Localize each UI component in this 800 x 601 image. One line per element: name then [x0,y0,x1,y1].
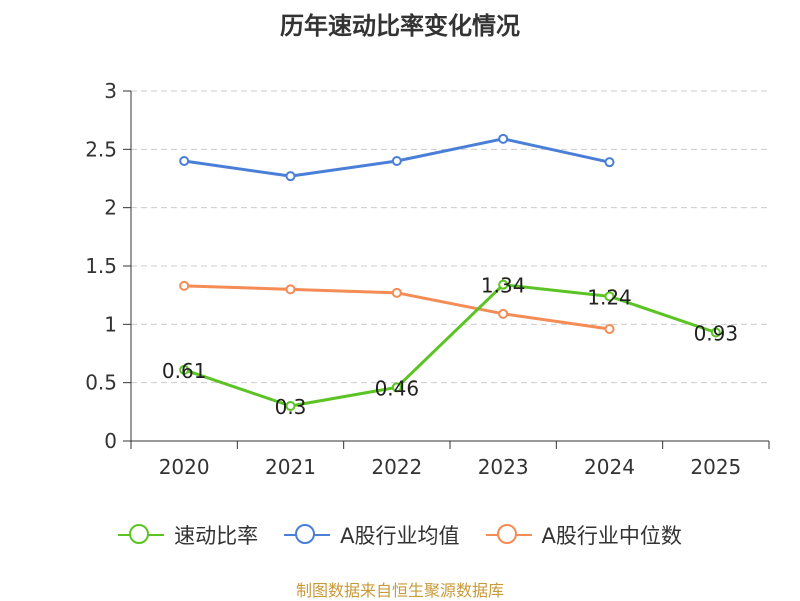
x-tick-label: 2025 [690,455,741,479]
x-tick-label: 2023 [478,455,529,479]
source-note: 制图数据来自恒生聚源数据库 [295,581,504,600]
data-label: 1.34 [481,274,526,298]
chart-title: 历年速动比率变化情况 [280,12,520,40]
data-point [604,157,615,168]
data-point [179,156,190,166]
x-tick-label: 2020 [159,455,210,479]
data-point [391,156,402,166]
data-label: 0.93 [694,322,739,346]
series-line [183,283,717,408]
data-point [285,171,296,182]
legend-label: 速动比率 [174,524,259,548]
data-label: 0.46 [375,376,420,400]
legend-marker-icon [118,522,165,548]
legend-item[interactable]: 速动比率 [118,520,258,550]
y-tick-label: 2 [104,196,117,220]
data-label: 0.3 [275,395,307,419]
data-point [498,279,509,290]
data-point [604,324,615,334]
y-tick-label: 0.5 [85,371,117,395]
data-point [498,133,509,144]
data-point [391,287,402,298]
y-tick-label: 1.5 [85,254,117,278]
data-point [710,327,721,338]
legend-label: A股行业中位数 [541,524,682,548]
data-point [179,280,190,291]
y-tick-label: 2.5 [85,137,117,161]
data-label: 1.24 [587,285,632,309]
data-point [604,291,615,302]
legend-marker-icon [485,522,532,548]
legend-label: A股行业均值 [340,524,460,548]
legend-item[interactable]: A股行业均值 [284,520,460,550]
data-point [498,308,509,319]
x-tick-label: 2021 [265,455,316,479]
y-tick-label: 3 [104,79,117,103]
data-point [285,284,296,295]
x-tick-label: 2024 [584,455,635,479]
legend-item[interactable]: A股行业中位数 [485,520,682,550]
y-tick-label: 0 [104,429,117,453]
data-point [285,401,296,411]
legend: 速动比率 A股行业均值 A股行业中位数 [0,520,800,550]
data-point [179,364,190,375]
y-tick-label: 1 [104,312,117,336]
data-label: 0.61 [162,359,207,383]
legend-marker-icon [284,522,331,548]
data-point [391,382,402,393]
x-tick-label: 2022 [371,455,422,479]
